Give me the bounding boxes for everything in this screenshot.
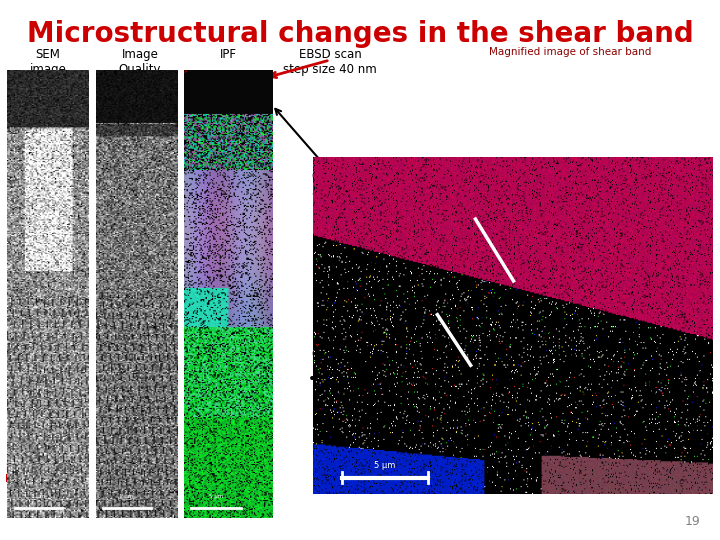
Text: Shear
band: Shear band xyxy=(5,462,37,484)
Text: Chip segment: Chip segment xyxy=(312,348,395,361)
Text: 5 μm: 5 μm xyxy=(209,494,223,499)
Text: grains  undergo subdivision and deformation: grains undergo subdivision and deformati… xyxy=(308,392,633,406)
Text: Magnified image of shear band: Magnified image of shear band xyxy=(489,47,651,57)
Text: 1 μm: 1 μm xyxy=(30,494,45,499)
Text: SEM
image: SEM image xyxy=(30,48,66,76)
Text: before the formation of shear band.: before the formation of shear band. xyxy=(308,412,575,426)
Text: EBSD scan
step size 40 nm: EBSD scan step size 40 nm xyxy=(283,48,377,76)
Text: Shear
band: Shear band xyxy=(12,240,45,261)
Text: Microstructural changes in the shear band: Microstructural changes in the shear ban… xyxy=(27,20,693,48)
Text: Grain elongation
and subdivision: Grain elongation and subdivision xyxy=(312,170,410,199)
Text: 1 μm: 1 μm xyxy=(119,494,133,499)
Text: 19: 19 xyxy=(684,515,700,528)
Text: IPF: IPF xyxy=(220,48,236,61)
Text: 5 μm: 5 μm xyxy=(374,461,396,470)
Text: •  Regions surrounding the shear band shows: • Regions surrounding the shear band sho… xyxy=(308,372,624,386)
Text: Image
Quality: Image Quality xyxy=(119,48,161,76)
Text: Black region showing
deformed grains: Black region showing deformed grains xyxy=(513,80,647,103)
Text: Shear band
region: Shear band region xyxy=(467,162,539,184)
